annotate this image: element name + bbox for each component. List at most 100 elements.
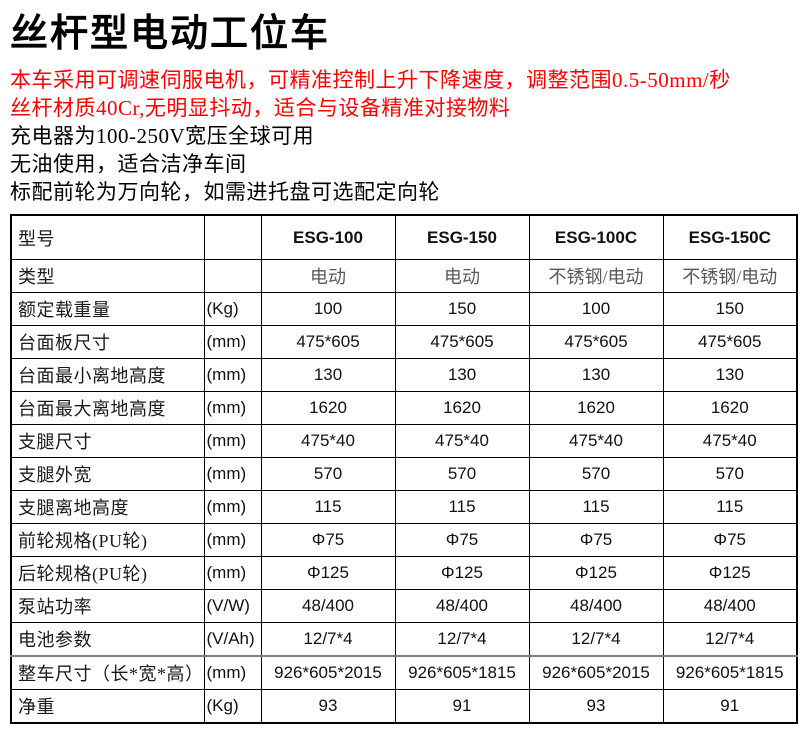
cell-value: 93 [528,689,664,724]
table-row: 类型 电动 电动 不锈钢/电动 不锈钢/电动 [10,259,798,293]
cell-value: 91 [662,689,798,724]
cell-value: 115 [528,490,664,524]
cell-value: Φ125 [260,556,396,590]
cell-value: 475*40 [394,424,530,458]
cell-value: 926*605*2015 [528,655,664,690]
cell-value: 1620 [394,391,530,425]
table-row: 额定载重量 (Kg) 100 150 100 150 [10,292,798,326]
cell-value: 130 [528,358,664,392]
row-unit: (mm) [203,391,262,425]
table-row: 台面最小离地高度 (mm) 130 130 130 130 [10,358,798,392]
cell-value: 130 [260,358,396,392]
cell-value: 130 [662,358,798,392]
table-row: 整车尺寸（长*宽*高） (mm) 926*605*2015 926*605*18… [10,655,798,690]
intro-text-block: 本车采用可调速伺服电机，可精准控制上升下降速度，调整范围0.5-50mm/秒 丝… [10,66,790,206]
cell-value: 48/400 [528,589,664,623]
cell-value: 570 [394,457,530,491]
model-header-row: 型号 ESG-100 ESG-150 ESG-100C ESG-150C [10,214,798,260]
cell-value: Φ75 [260,523,396,557]
cell-value: 12/7*4 [662,622,798,657]
cell-value: 570 [662,457,798,491]
row-label: 后轮规格(PU轮) [10,556,205,590]
model-name: ESG-150C [662,214,798,260]
intro-line-screw: 丝杆材质40Cr,无明显抖动，适合与设备精准对接物料 [10,96,511,120]
row-unit: (mm) [203,655,262,690]
row-unit: (V/Ah) [203,622,262,657]
row-label: 类型 [10,259,205,293]
table-row: 支腿离地高度 (mm) 115 115 115 115 [10,490,798,524]
cell-value: 475*40 [528,424,664,458]
cell-value: 926*605*1815 [394,655,530,690]
cell-value: 115 [260,490,396,524]
cell-value: Φ75 [662,523,798,557]
row-unit: (mm) [203,556,262,590]
cell-value: 100 [528,292,664,326]
cell-value: Φ125 [662,556,798,590]
cell-value: 150 [394,292,530,326]
cell-value: 570 [528,457,664,491]
row-unit: (mm) [203,457,262,491]
row-unit [203,259,262,293]
row-label: 电池参数 [10,622,205,657]
table-row: 电池参数 (V/Ah) 12/7*4 12/7*4 12/7*4 12/7*4 [10,622,798,657]
row-label: 台面板尺寸 [10,325,205,359]
table-row: 后轮规格(PU轮) (mm) Φ125 Φ125 Φ125 Φ125 [10,556,798,590]
cell-value: 926*605*2015 [260,655,396,690]
row-label: 整车尺寸（长*宽*高） [10,655,205,690]
row-label: 净重 [10,689,205,724]
spec-sheet-page: 丝杆型电动工位车 本车采用可调速伺服电机，可精准控制上升下降速度，调整范围0.5… [10,13,798,724]
cell-value: 12/7*4 [394,622,530,657]
intro-line-wheels: 标配前轮为万向轮，如需进托盘可选配定向轮 [10,180,440,204]
cell-value: 1620 [260,391,396,425]
row-label: 额定载重量 [10,292,205,326]
cell-value: 475*605 [394,325,530,359]
row-label: 型号 [10,214,205,260]
row-label: 前轮规格(PU轮) [10,523,205,557]
row-unit: (Kg) [203,689,262,724]
cell-value: 1620 [662,391,798,425]
cell-value: 93 [260,689,396,724]
model-name: ESG-150 [394,214,530,260]
model-name: ESG-100C [528,214,664,260]
cell-value: 12/7*4 [528,622,664,657]
intro-line-motor: 本车采用可调速伺服电机，可精准控制上升下降速度，调整范围0.5-50mm/秒 [10,68,731,92]
intro-line-oilfree: 无油使用，适合洁净车间 [10,152,247,176]
cell-value: 48/400 [394,589,530,623]
cell-value: 570 [260,457,396,491]
table-row: 泵站功率 (V/W) 48/400 48/400 48/400 48/400 [10,589,798,623]
cell-value: 电动 [260,259,396,293]
cell-value: 475*605 [528,325,664,359]
row-unit: (mm) [203,523,262,557]
cell-value: 48/400 [260,589,396,623]
table-row: 支腿外宽 (mm) 570 570 570 570 [10,457,798,491]
cell-value: 475*40 [260,424,396,458]
cell-value: 475*605 [260,325,396,359]
cell-value: 电动 [394,259,530,293]
cell-value: Φ125 [394,556,530,590]
table-row: 台面最大离地高度 (mm) 1620 1620 1620 1620 [10,391,798,425]
cell-value: 48/400 [662,589,798,623]
row-label: 泵站功率 [10,589,205,623]
row-label: 支腿离地高度 [10,490,205,524]
intro-line-charger: 充电器为100-250V宽压全球可用 [10,124,315,148]
row-label: 支腿外宽 [10,457,205,491]
row-label: 支腿尺寸 [10,424,205,458]
cell-value: 926*605*1815 [662,655,798,690]
cell-value: 130 [394,358,530,392]
cell-value: 不锈钢/电动 [662,259,798,293]
row-unit: (mm) [203,490,262,524]
row-label: 台面最小离地高度 [10,358,205,392]
cell-value: 115 [662,490,798,524]
row-unit: (mm) [203,424,262,458]
table-row: 前轮规格(PU轮) (mm) Φ75 Φ75 Φ75 Φ75 [10,523,798,557]
cell-value: Φ75 [394,523,530,557]
cell-value: 100 [260,292,396,326]
row-unit [203,214,262,260]
cell-value: 150 [662,292,798,326]
cell-value: 475*40 [662,424,798,458]
row-label: 台面最大离地高度 [10,391,205,425]
cell-value: 115 [394,490,530,524]
page-title: 丝杆型电动工位车 [10,13,331,55]
cell-value: 475*605 [662,325,798,359]
cell-value: Φ75 [528,523,664,557]
